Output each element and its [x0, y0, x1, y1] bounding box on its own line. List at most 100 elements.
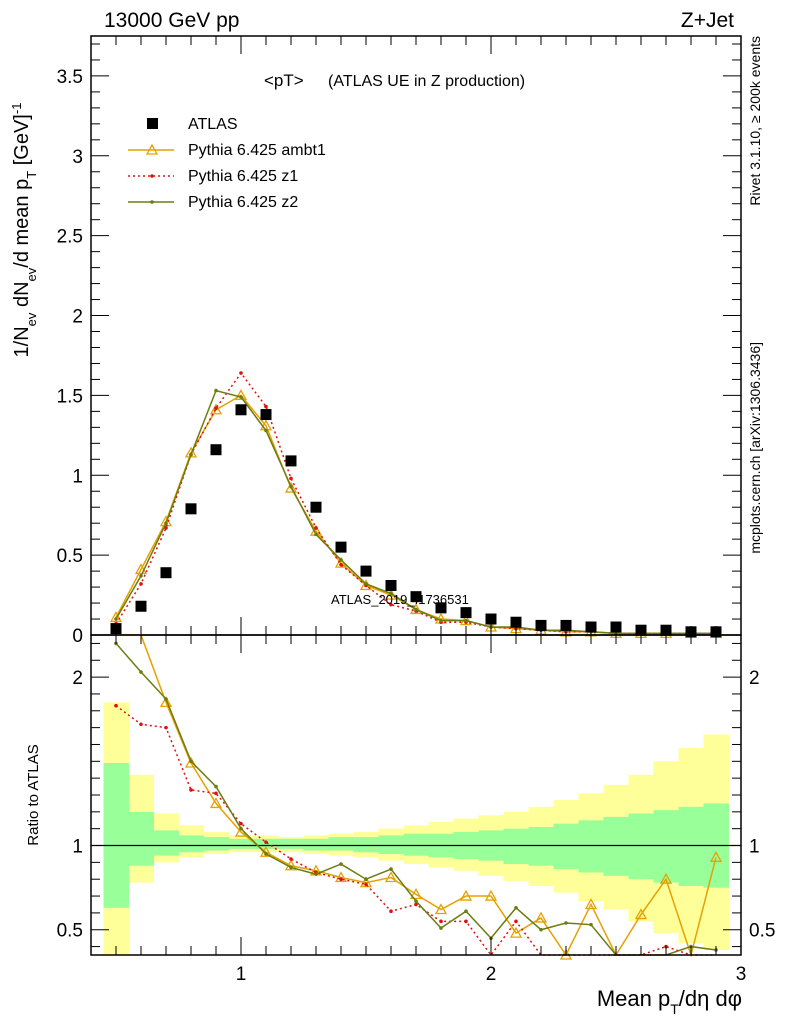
- ratio-ytick-label-right: 1: [749, 837, 760, 858]
- main-point-pythia-6-425-z1: [239, 371, 243, 375]
- main-point-atlas: [210, 444, 222, 456]
- ratio-band-inner: [328, 837, 354, 851]
- ratio-point-pythia-6-425-z1: [464, 919, 468, 924]
- main-ytick-label: 0.5: [57, 546, 83, 567]
- ratio-point-pythia-6-425-z2: [389, 867, 393, 871]
- ratio-point-pythia-6-425-ambt1: [709, 850, 723, 862]
- ratio-band-inner: [378, 835, 404, 854]
- ratio-point-pythia-6-425-z2: [339, 862, 343, 866]
- ratio-point-pythia-6-425-ambt1: [384, 871, 398, 883]
- main-point-pythia-6-425-z2: [414, 607, 418, 612]
- ratio-point-pythia-6-425-z2: [289, 865, 293, 870]
- ratio-point-pythia-6-425-ambt1: [334, 871, 348, 883]
- main-point-pythia-6-425-ambt1: [109, 611, 123, 623]
- ratio-band-inner: [228, 838, 254, 849]
- main-point-atlas: [160, 567, 172, 579]
- main-point-pythia-6-425-z2: [264, 428, 268, 433]
- main-point-pythia-6-425-ambt1: [209, 403, 223, 415]
- main-point-atlas: [235, 404, 247, 416]
- main-point-pythia-6-425-z2: [464, 618, 468, 623]
- ratio-panel: 0.5 0.5 1 1 2 2 1 2 3 Ratio to ATLAS Mean pT/dη…: [25, 634, 775, 1017]
- ratio-band-inner: [528, 827, 554, 866]
- ratio-point-pythia-6-425-z2: [564, 921, 568, 925]
- ratio-xtick-label: 1: [236, 964, 247, 985]
- ratio-point-pythia-6-425-z2: [439, 926, 443, 930]
- main-point-atlas: [285, 455, 297, 467]
- main-ytick-label: 1: [72, 466, 83, 487]
- ratio-band-inner: [653, 810, 679, 883]
- ratio-point-pythia-6-425-ambt1: [184, 756, 198, 768]
- main-ylabel: 1/Nev dNev/d mean pT [GeV]-1: [9, 103, 39, 358]
- legend-ambt1-marker: [145, 143, 159, 155]
- ratio-point-pythia-6-425-z2: [514, 906, 518, 910]
- ratio-point-pythia-6-425-z1: [364, 882, 368, 887]
- ratio-point-pythia-6-425-ambt1: [359, 876, 373, 888]
- ratio-point-pythia-6-425-z1: [189, 788, 193, 792]
- ratio-point-pythia-6-425-z2: [239, 826, 243, 831]
- ratio-band-inner: [303, 838, 329, 851]
- ratio-xlabel: Mean pT/dη dφ: [597, 986, 742, 1017]
- main-point-atlas: [360, 565, 372, 577]
- ratio-band-inner: [128, 811, 154, 866]
- ratio-point-pythia-6-425-z1: [439, 919, 443, 924]
- ratio-point-pythia-6-425-z2: [414, 899, 418, 903]
- ratio-point-pythia-6-425-ambt1: [459, 889, 473, 901]
- ratio-point-pythia-6-425-z2: [214, 784, 218, 789]
- ratio-point-pythia-6-425-z1: [514, 919, 518, 924]
- main-ytick-label: 0: [72, 626, 83, 647]
- ratio-point-pythia-6-425-z2: [464, 909, 468, 914]
- legend-z2-marker: [150, 200, 154, 204]
- legend-z2-label: Pythia 6.425 z2: [188, 194, 298, 211]
- main-point-pythia-6-425-z1: [314, 526, 318, 530]
- main-point-pythia-6-425-z2: [164, 521, 168, 525]
- header-left: 13000 GeV pp: [104, 9, 239, 32]
- ratio-band-inner: [153, 830, 179, 856]
- ratio-ytick-label: 2: [72, 668, 83, 689]
- main-point-pythia-6-425-z1: [264, 404, 268, 409]
- ratio-band-inner: [678, 806, 704, 886]
- ratio-band-inner: [503, 828, 529, 865]
- ratio-point-pythia-6-425-z1: [139, 722, 143, 727]
- main-point-atlas: [435, 602, 447, 614]
- main-ytick-label: 1.5: [57, 386, 83, 407]
- main-point-pythia-6-425-z2: [239, 395, 243, 399]
- ratio-band-inner: [553, 823, 579, 870]
- ratio-ytick-label: 1: [72, 837, 83, 858]
- main-point-pythia-6-425-z2: [214, 388, 218, 393]
- ratio-point-pythia-6-425-z1: [164, 725, 168, 730]
- main-point-atlas: [260, 409, 272, 421]
- main-point-pythia-6-425-z2: [389, 591, 393, 596]
- header-right: Z+Jet: [681, 9, 734, 32]
- ratio-band-inner: [403, 833, 429, 856]
- main-point-pythia-6-425-ambt1: [284, 481, 298, 493]
- ratio-ytick-label: 0.5: [57, 921, 83, 942]
- ratio-band-inner: [103, 763, 129, 908]
- main-point-atlas: [510, 616, 522, 628]
- legend-entry-z1: Pythia 6.425 z1: [128, 168, 298, 185]
- ratio-xtick-label: 3: [736, 964, 747, 985]
- ratio-point-pythia-6-425-z2: [189, 759, 193, 764]
- ratio-point-pythia-6-425-ambt1: [534, 911, 548, 923]
- main-point-pythia-6-425-z1: [214, 406, 218, 410]
- main-point-atlas: [460, 607, 472, 619]
- legend-entry-atlas: ATLAS: [147, 116, 238, 133]
- main-point-atlas: [385, 579, 397, 591]
- main-point-pythia-6-425-z2: [189, 452, 193, 457]
- main-point-atlas: [410, 591, 422, 603]
- legend-z1-marker: [150, 174, 154, 178]
- ratio-xtick-label: 2: [486, 964, 497, 985]
- ratio-point-pythia-6-425-ambt1: [484, 889, 498, 901]
- ratio-xticks: 1 2 3: [90, 635, 747, 985]
- ratio-band-inner: [628, 813, 654, 880]
- ratio-point-pythia-6-425-ambt1: [659, 872, 673, 884]
- ratio-point-pythia-6-425-z2: [164, 697, 168, 701]
- ratio-point-pythia-6-425-z1: [389, 909, 393, 914]
- main-point-pythia-6-425-z1: [389, 602, 393, 607]
- ratio-point-pythia-6-425-ambt1: [209, 797, 223, 809]
- main-point-pythia-6-425-z2: [114, 617, 118, 621]
- main-ytick-label: 3.5: [57, 67, 83, 88]
- ratio-point-pythia-6-425-ambt1: [409, 888, 423, 900]
- ratio-bands: [103, 702, 729, 955]
- main-point-pythia-6-425-z1: [289, 476, 293, 481]
